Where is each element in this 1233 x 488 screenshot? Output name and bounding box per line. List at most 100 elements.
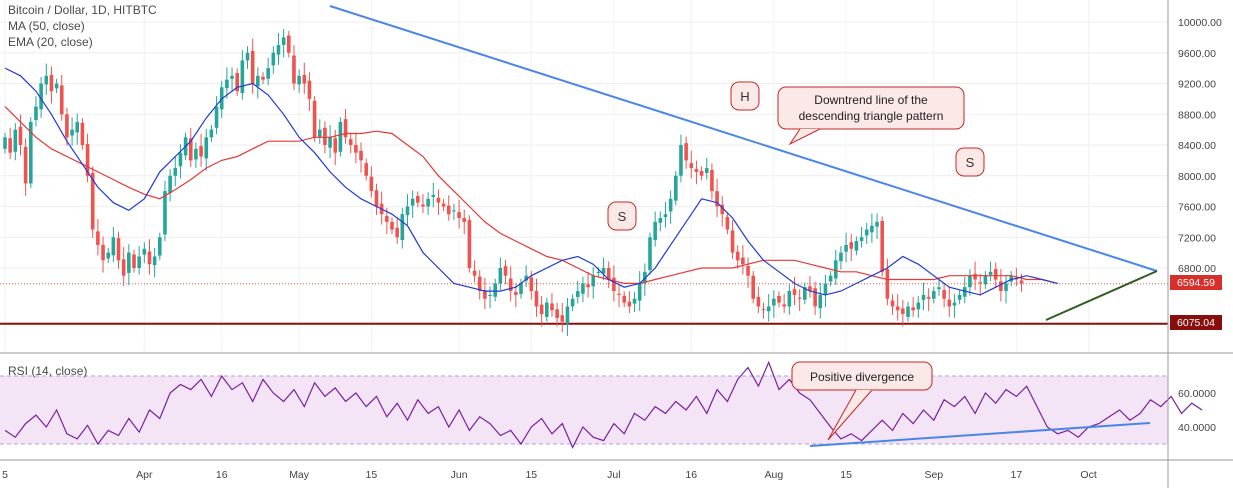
- candles: [3, 28, 1024, 336]
- time-tick-label: Jun: [451, 469, 468, 481]
- candle-body: [766, 306, 771, 312]
- candle-body: [333, 138, 338, 153]
- candle-body: [560, 315, 565, 322]
- candle-body: [446, 205, 451, 215]
- candle-body: [921, 294, 926, 300]
- candle-body: [772, 298, 776, 306]
- candle-body: [539, 304, 544, 315]
- time-tick-label: 16: [685, 469, 697, 481]
- time-tick-label: Aug: [764, 469, 783, 481]
- candle-body: [1009, 275, 1013, 282]
- candle-body: [173, 168, 178, 176]
- candle-body: [348, 139, 353, 145]
- time-tick-label: Sep: [924, 469, 943, 481]
- candle-body: [132, 254, 136, 268]
- candle-body: [957, 294, 962, 300]
- price-tick-label: 8000.00: [1178, 171, 1216, 183]
- candle-body: [209, 129, 214, 138]
- rsi-axis-ticks: 60.0000 40.0000: [1178, 388, 1216, 434]
- candle-body: [199, 146, 203, 157]
- candle-body: [710, 169, 714, 192]
- candle-body: [178, 152, 183, 167]
- candle-body: [256, 75, 260, 87]
- candle-body: [828, 275, 833, 282]
- candle-body: [978, 282, 983, 284]
- candle-body: [168, 175, 172, 193]
- candle-body: [328, 137, 332, 148]
- price-tick-label: 10000.00: [1178, 17, 1222, 29]
- candle-body: [591, 275, 596, 287]
- candle-body: [302, 74, 307, 84]
- candle-body: [895, 306, 900, 311]
- candle-body: [694, 168, 699, 172]
- candle-body: [147, 251, 152, 265]
- candle-body: [152, 256, 157, 266]
- candle-body: [8, 138, 12, 153]
- candle-body: [684, 143, 688, 161]
- time-tick-label: Oct: [1080, 469, 1096, 481]
- time-tick-label: Jul: [607, 469, 620, 481]
- candle-body: [13, 129, 18, 152]
- candle-body: [803, 287, 807, 300]
- candle-body: [658, 218, 663, 223]
- candle-body: [235, 73, 239, 92]
- ema20-line: [4, 67, 1058, 296]
- candle-body: [999, 281, 1003, 292]
- current-price-value: 6594.59: [1177, 277, 1215, 289]
- candle-body: [90, 172, 95, 230]
- candle-body: [374, 190, 379, 207]
- candle-body: [292, 55, 296, 84]
- candle-body: [632, 298, 637, 304]
- price-gridlines: [0, 0, 1168, 352]
- candle-body: [617, 293, 621, 295]
- candle-body: [555, 309, 559, 318]
- candle-body: [704, 168, 709, 173]
- downtrend-line: [329, 5, 1158, 272]
- candle-body: [281, 37, 286, 46]
- right-shoulder-label-text: S: [966, 155, 975, 170]
- candle-body: [864, 229, 869, 236]
- candle-body: [890, 300, 895, 307]
- price-tick-label: 9600.00: [1178, 48, 1216, 60]
- candle-body: [188, 138, 193, 161]
- candle-body: [756, 296, 761, 307]
- candle-body: [287, 35, 291, 53]
- candle-body: [808, 286, 812, 292]
- rsi-line: [4, 360, 1203, 449]
- chart-title: Bitcoin / Dollar, 1D, HITBTC: [8, 3, 157, 17]
- candle-body: [75, 121, 80, 133]
- support-price-value: 6075.04: [1177, 317, 1215, 329]
- candle-body: [96, 231, 100, 245]
- left-shoulder-label-text: S: [618, 209, 627, 224]
- candle-body: [297, 75, 301, 85]
- candle-body: [312, 100, 317, 138]
- ma50-line: [4, 106, 1058, 284]
- candle-body: [467, 220, 472, 268]
- time-tick-label: Apr: [136, 469, 153, 481]
- time-tick-label: 15: [525, 469, 537, 481]
- candle-body: [436, 197, 441, 203]
- ma-legend: MA (50, close): [8, 19, 85, 33]
- candle-body: [529, 277, 534, 292]
- time-tick-label: May: [289, 469, 310, 481]
- price-axis-ticks: 10000.00 9600.00 9200.00 8800.00 8400.00 8000…: [1178, 17, 1222, 275]
- candle-body: [416, 196, 420, 203]
- candle-body: [906, 306, 910, 317]
- candle-body: [849, 242, 854, 249]
- candle-body: [472, 270, 477, 276]
- candle-body: [338, 121, 343, 152]
- price-tick-label: 6800.00: [1178, 263, 1216, 275]
- candle-body: [952, 302, 957, 306]
- price-tick-label: 8400.00: [1178, 140, 1216, 152]
- candle-body: [751, 275, 755, 299]
- candle-body: [204, 137, 209, 159]
- trend-lines: [329, 5, 1158, 447]
- divergence-callout: Positive divergence: [791, 361, 933, 441]
- candle-body: [343, 119, 348, 138]
- candle-body: [586, 284, 590, 288]
- candle-body: [421, 204, 425, 207]
- candle-body: [390, 221, 394, 230]
- candle-body: [735, 251, 740, 261]
- price-tick-label: 8800.00: [1178, 109, 1216, 121]
